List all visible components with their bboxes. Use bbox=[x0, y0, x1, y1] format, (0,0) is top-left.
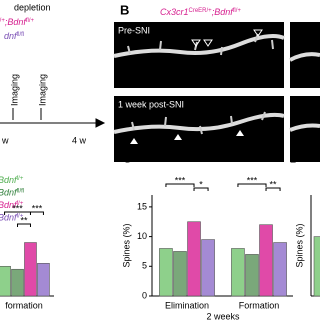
legend-entry: Bdnffl/fl bbox=[0, 188, 24, 198]
bar bbox=[187, 221, 201, 297]
dendrite bbox=[113, 112, 285, 134]
text-part: fl/fl bbox=[17, 32, 25, 38]
panel-label: B bbox=[120, 2, 129, 17]
significance-bracket bbox=[237, 183, 267, 187]
y-axis-label: Spines (%) bbox=[121, 223, 131, 267]
significance: *** bbox=[12, 203, 23, 213]
significance: ** bbox=[20, 215, 28, 225]
text-part: Bdnf bbox=[0, 188, 18, 198]
bar bbox=[201, 239, 215, 297]
bar bbox=[11, 268, 24, 297]
text-part: Cx3cr1 bbox=[160, 7, 189, 17]
text-part: Bdnf bbox=[0, 200, 18, 210]
significance-bracket bbox=[17, 223, 31, 227]
panel-label: D bbox=[125, 154, 132, 164]
significance-bracket bbox=[193, 187, 209, 191]
significance-bracket bbox=[265, 187, 281, 191]
panel-a-heading: depletion bbox=[14, 2, 51, 12]
timeline-tick: 4 w bbox=[72, 135, 87, 145]
x-axis-label: 2 weeks bbox=[206, 311, 240, 320]
text-part: Bdnf bbox=[0, 213, 18, 223]
bar bbox=[245, 254, 259, 297]
significance-bracket bbox=[165, 183, 195, 187]
significance: * bbox=[199, 179, 203, 189]
text-part: fl/fl bbox=[17, 188, 25, 194]
spines bbox=[131, 111, 266, 135]
dendrite bbox=[113, 34, 285, 58]
y-tick-label: 5 bbox=[142, 261, 147, 271]
y-axis-label: Spines (%) bbox=[294, 223, 304, 267]
timeline bbox=[0, 108, 106, 128]
panel-label: E bbox=[290, 154, 296, 164]
arrowheads bbox=[191, 29, 263, 47]
text-part: f/+ bbox=[17, 201, 24, 207]
arrowheads bbox=[130, 130, 244, 144]
significance: *** bbox=[175, 175, 186, 185]
legend-entry: Bdnff/+ bbox=[0, 175, 24, 185]
timeline-event: Imaging bbox=[9, 74, 19, 106]
bar bbox=[173, 251, 187, 297]
y-tick-label: 0 bbox=[142, 290, 147, 300]
dendrite bbox=[289, 52, 320, 62]
timeline-event: Imaging bbox=[37, 74, 47, 106]
significance: ** bbox=[270, 179, 278, 189]
text-part: f/+ bbox=[17, 213, 24, 219]
bar bbox=[259, 224, 273, 297]
bar bbox=[0, 265, 11, 297]
text-part: CreER/+ bbox=[189, 8, 213, 14]
bar bbox=[37, 263, 50, 297]
text-part: fl/+ bbox=[233, 8, 242, 14]
text-part: ;Bdnf bbox=[212, 7, 235, 17]
text-part: f/+ bbox=[0, 18, 5, 24]
bar bbox=[159, 248, 173, 297]
significance-bracket bbox=[29, 211, 44, 215]
text-part: dnf bbox=[4, 31, 18, 41]
row-label: Pre-SNI bbox=[118, 25, 150, 35]
bar bbox=[24, 242, 37, 297]
x-tick-label: Formation bbox=[239, 300, 280, 310]
legend-entry: Bdnff/+ bbox=[0, 200, 24, 210]
row-label: 1 week post-SNI bbox=[118, 99, 184, 109]
y-tick-label: 10 bbox=[137, 231, 147, 241]
text-part: fl/+ bbox=[26, 18, 35, 24]
arrowhead bbox=[95, 118, 106, 128]
genotype: f/+;Bdnffl/+ bbox=[0, 17, 35, 27]
x-tick-label: Elimination bbox=[165, 300, 209, 310]
genotype: dnffl/fl bbox=[4, 31, 24, 41]
bar bbox=[313, 236, 320, 297]
timeline-tick: w bbox=[1, 135, 9, 145]
dendrite bbox=[289, 123, 320, 132]
significance: *** bbox=[247, 175, 258, 185]
text-part: Bdnf bbox=[0, 175, 18, 185]
significance: *** bbox=[32, 203, 43, 213]
bar bbox=[231, 248, 245, 297]
bar bbox=[273, 242, 287, 297]
text-part: f/+ bbox=[17, 176, 24, 182]
y-tick-label: 15 bbox=[137, 201, 147, 211]
panel-title: Cx3cr1CreER/+;Bdnffl/+ bbox=[160, 7, 241, 17]
legend-entry: Bdnff/+ bbox=[0, 213, 24, 223]
micrographs bbox=[113, 22, 320, 162]
text-part: ;Bdnf bbox=[5, 17, 28, 27]
x-tick-label: formation bbox=[5, 300, 43, 310]
